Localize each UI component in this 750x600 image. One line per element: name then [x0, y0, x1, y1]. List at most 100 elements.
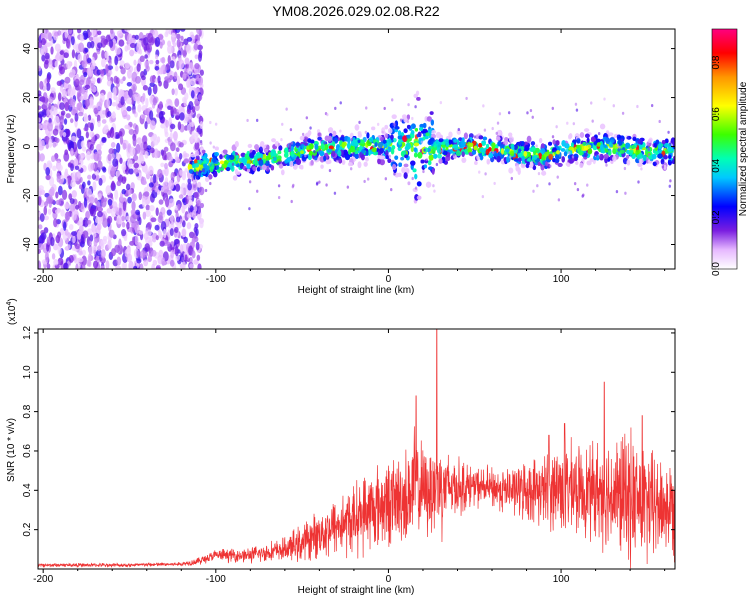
- heatmap-cell: [44, 52, 50, 60]
- heatmap-cell: [407, 181, 411, 186]
- heatmap-cell: [495, 144, 499, 150]
- heatmap-cell: [78, 184, 83, 190]
- heatmap-cell: [155, 266, 161, 269]
- heatmap-cell: [384, 177, 388, 181]
- heatmap-cell: [657, 153, 663, 159]
- heatmap-cell: [98, 215, 104, 225]
- heatmap-cell: [111, 111, 117, 119]
- heatmap-cell: [202, 169, 205, 173]
- heatmap-cell: [612, 148, 617, 155]
- heatmap-cell: [563, 151, 568, 157]
- heatmap-cell: [414, 186, 418, 190]
- heatmap-cell: [171, 88, 175, 96]
- heatmap-cell: [107, 239, 112, 250]
- heatmap-cell: [78, 217, 84, 227]
- heatmap-cell: [533, 154, 538, 160]
- heatmap-cell: [212, 157, 217, 163]
- heatmap-cell: [126, 81, 133, 87]
- heatmap-cell: [508, 132, 513, 137]
- heatmap-cell: [473, 145, 478, 151]
- heatmap-cell: [354, 124, 360, 131]
- colorbar-tick-label: 0.4: [711, 158, 722, 172]
- heatmap-cell: [652, 161, 657, 167]
- heatmap-cell: [428, 126, 431, 130]
- heatmap-cell: [182, 49, 187, 58]
- heatmap-cell: [164, 162, 168, 170]
- heatmap-cell: [198, 186, 205, 196]
- heatmap-cell: [88, 246, 94, 255]
- heatmap-cell: [402, 135, 408, 143]
- heatmap-cell: [610, 160, 614, 164]
- heatmap-cell: [488, 152, 494, 159]
- heatmap-cell: [59, 66, 65, 75]
- heatmap-cell: [426, 116, 432, 122]
- heatmap-cell: [81, 263, 86, 269]
- heatmap-cell: [292, 183, 295, 187]
- heatmap-cell: [194, 159, 198, 165]
- heatmap-cell: [248, 180, 252, 184]
- heatmap-cell: [157, 75, 161, 84]
- heatmap-cell: [64, 168, 69, 177]
- heatmap-cell: [196, 254, 201, 261]
- heatmap-cell: [178, 142, 184, 148]
- heatmap-cell: [410, 145, 415, 153]
- heatmap-cell: [438, 138, 444, 143]
- heatmap-cell: [190, 153, 196, 158]
- heatmap-cell: [369, 137, 374, 143]
- heatmap-cell: [667, 130, 670, 134]
- heatmap-cell: [167, 44, 173, 54]
- heatmap-cell: [290, 141, 294, 145]
- heatmap-cell: [85, 131, 89, 139]
- heatmap-cell: [582, 141, 587, 146]
- heatmap-cell: [623, 166, 627, 171]
- heatmap-cell: [89, 196, 95, 204]
- heatmap-cell: [43, 227, 49, 234]
- heatmap-cell: [38, 138, 43, 148]
- heatmap-cell: [178, 59, 185, 70]
- heatmap-cell: [619, 149, 625, 154]
- heatmap-cell: [374, 142, 378, 147]
- heatmap-cell: [191, 238, 196, 249]
- heatmap-cell: [520, 163, 526, 169]
- heatmap-cell: [420, 159, 425, 164]
- heatmap-cell: [94, 197, 98, 204]
- heatmap-cell: [191, 130, 196, 139]
- heatmap-cell: [83, 126, 89, 132]
- heatmap-cell: [493, 181, 496, 186]
- heatmap-cell: [142, 211, 147, 220]
- heatmap-cell: [645, 148, 649, 155]
- heatmap-cell: [89, 143, 94, 151]
- heatmap-cell: [158, 101, 163, 111]
- heatmap-cell: [234, 141, 239, 148]
- heatmap-cell: [425, 135, 429, 140]
- heatmap-cell: [178, 194, 184, 199]
- heatmap-cell: [81, 181, 86, 189]
- heatmap-cell: [568, 146, 575, 151]
- heatmap-cell: [509, 150, 515, 157]
- heatmap-cell: [221, 155, 224, 159]
- heatmap-cell: [383, 106, 386, 111]
- heatmap-cell: [183, 153, 190, 158]
- bottom-x-axis: -200 -100 0 100: [33, 329, 666, 585]
- heatmap-cell: [122, 76, 126, 82]
- heatmap-cell: [532, 165, 537, 171]
- heatmap-cell: [44, 251, 49, 263]
- heatmap-cell: [229, 154, 235, 160]
- heatmap-cell: [183, 38, 189, 45]
- heatmap-cell: [116, 214, 122, 225]
- heatmap-cell: [557, 198, 561, 202]
- heatmap-cell: [523, 150, 528, 157]
- heatmap-cell: [564, 143, 570, 149]
- heatmap-cell: [258, 159, 264, 166]
- heatmap-cell: [138, 191, 143, 201]
- heatmap-cell: [174, 245, 179, 257]
- heatmap-cell: [506, 156, 510, 163]
- heatmap-cell: [497, 140, 502, 147]
- heatmap-cell: [38, 185, 44, 191]
- heatmap-cell: [590, 101, 593, 105]
- heatmap-cell: [455, 150, 461, 157]
- heatmap-cell: [57, 185, 63, 196]
- heatmap-cell: [38, 65, 42, 72]
- bottom-y-tick-label: 0.8: [22, 404, 33, 418]
- heatmap-cell: [341, 160, 346, 165]
